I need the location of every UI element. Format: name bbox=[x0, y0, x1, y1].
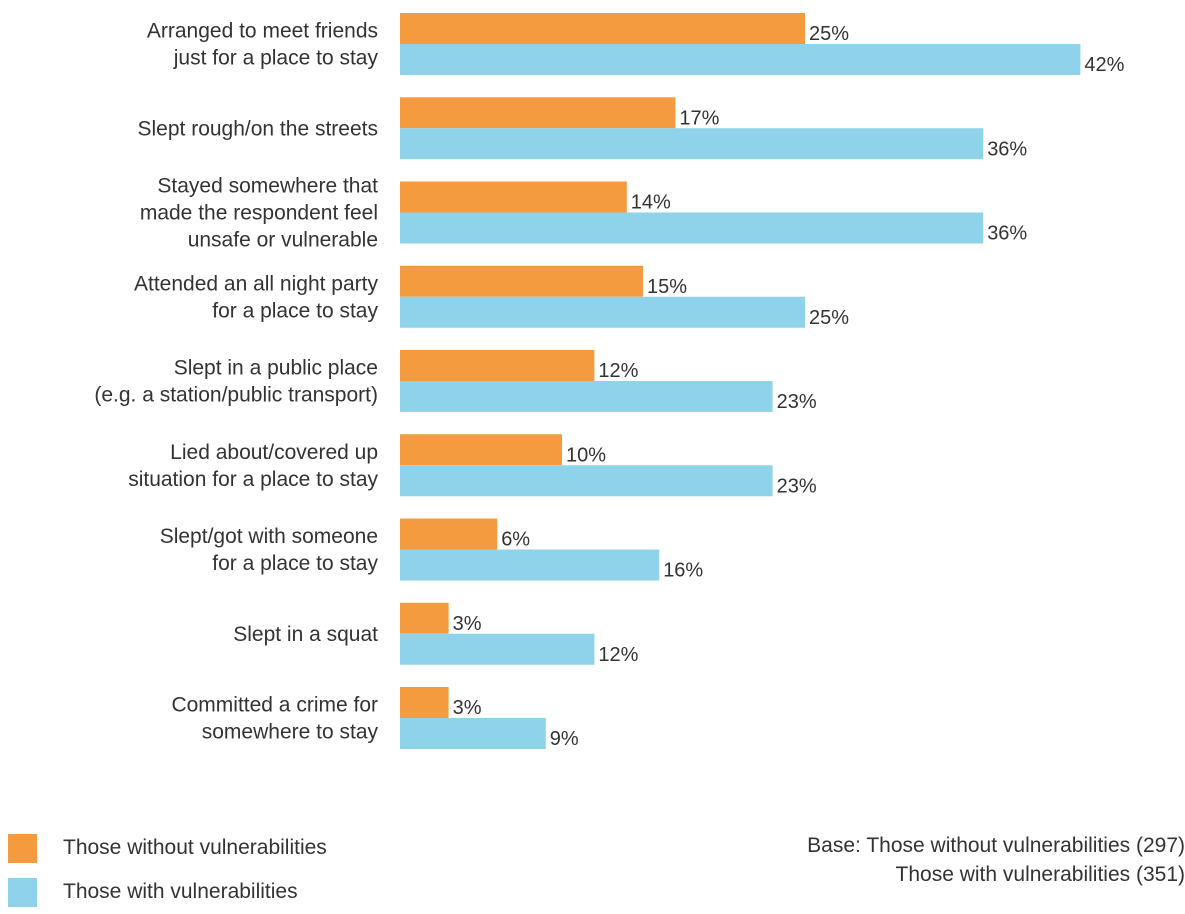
base-note-line-1: Base: Those without vulnerabilities (297… bbox=[807, 834, 1185, 857]
bar-without bbox=[400, 265, 643, 297]
category-label: Stayed somewhere that made the respondent… bbox=[140, 175, 378, 252]
value-label-with: 42% bbox=[1084, 54, 1124, 76]
legend-swatch-with bbox=[8, 877, 37, 907]
bar-with bbox=[400, 465, 773, 497]
legend-label-without: Those without vulnerabilities bbox=[63, 836, 327, 859]
base-note: Base: Those without vulnerabilities (297… bbox=[807, 831, 1185, 889]
bar-chart: Arranged to meet friends just for a place… bbox=[94, 13, 1125, 750]
bar-with bbox=[400, 44, 1081, 75]
category-label: Arranged to meet friends just for a place… bbox=[147, 20, 379, 70]
legend-swatch-without bbox=[8, 833, 37, 863]
value-label-with: 23% bbox=[777, 475, 817, 497]
value-label-without: 10% bbox=[566, 444, 606, 466]
bar-with bbox=[400, 128, 984, 160]
category-label: Slept/got with someone for a place to sta… bbox=[160, 525, 379, 575]
category-label: Slept in a squat bbox=[233, 623, 378, 646]
value-label-with: 25% bbox=[809, 307, 849, 329]
category-label: Slept rough/on the streets bbox=[138, 117, 379, 140]
value-label-with: 36% bbox=[987, 138, 1027, 160]
bar-without bbox=[400, 518, 498, 550]
value-label-with: 12% bbox=[598, 644, 638, 666]
value-label-without: 15% bbox=[647, 276, 687, 298]
bar-with bbox=[400, 212, 984, 244]
base-note-line-2: Those with vulnerabilities (351) bbox=[895, 863, 1185, 886]
value-label-with: 9% bbox=[550, 728, 579, 750]
bar-without bbox=[400, 602, 449, 634]
bar-with bbox=[400, 633, 595, 665]
bar-with bbox=[400, 381, 773, 412]
legend: Those without vulnerabilities Those with… bbox=[8, 826, 327, 914]
legend-item-without: Those without vulnerabilities bbox=[8, 826, 327, 870]
value-label-with: 23% bbox=[777, 391, 817, 413]
value-label-without: 14% bbox=[631, 192, 671, 214]
legend-label-with: Those with vulnerabilities bbox=[63, 880, 298, 903]
bar-without bbox=[400, 434, 562, 466]
bar-without bbox=[400, 350, 595, 381]
category-label: Committed a crime for somewhere to stay bbox=[171, 694, 378, 744]
bar-without bbox=[400, 687, 449, 718]
value-label-without: 6% bbox=[501, 529, 530, 551]
value-label-without: 12% bbox=[598, 360, 638, 382]
value-label-without: 17% bbox=[679, 107, 719, 129]
bar-with bbox=[400, 549, 660, 581]
value-label-without: 3% bbox=[453, 613, 482, 635]
bar-with bbox=[400, 718, 546, 749]
value-label-without: 3% bbox=[453, 697, 482, 719]
bar-with bbox=[400, 296, 805, 328]
legend-item-with: Those with vulnerabilities bbox=[8, 870, 327, 914]
bar-without bbox=[400, 13, 805, 44]
category-label: Attended an all night party for a place t… bbox=[134, 272, 379, 322]
value-label-without: 25% bbox=[809, 23, 849, 45]
bar-without bbox=[400, 181, 627, 213]
value-label-with: 36% bbox=[987, 223, 1027, 245]
category-label: Slept in a public place (e.g. a station/p… bbox=[94, 357, 378, 407]
value-label-with: 16% bbox=[663, 560, 703, 582]
bar-without bbox=[400, 97, 676, 129]
category-label: Lied about/covered up situation for a pla… bbox=[128, 441, 378, 491]
